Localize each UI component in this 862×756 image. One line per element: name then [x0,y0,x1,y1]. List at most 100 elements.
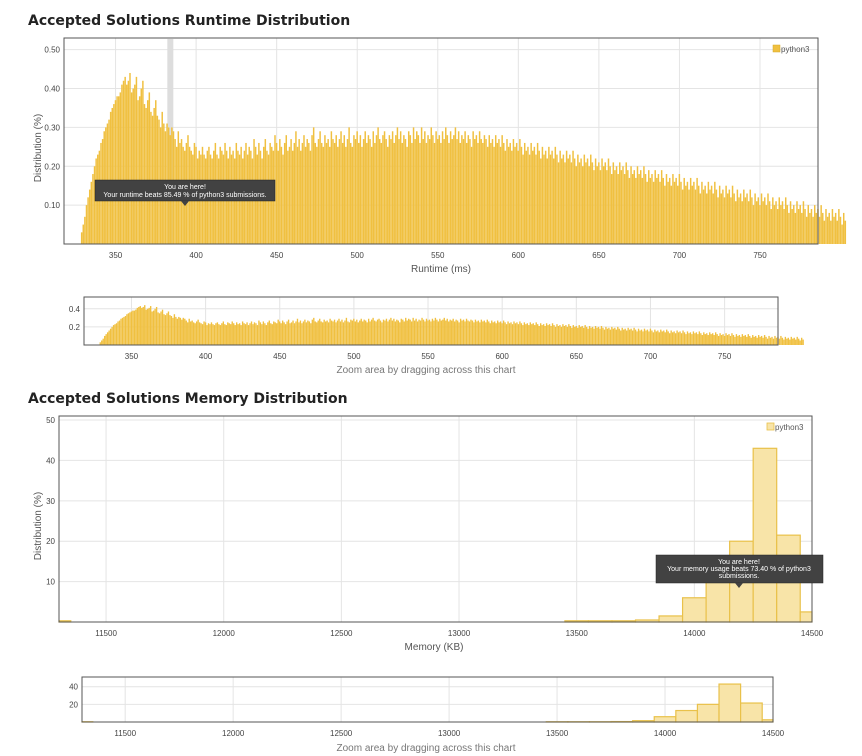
runtime-bar [285,135,288,244]
memory-zoom-bars[interactable] [81,683,774,723]
runtime-bar [670,330,672,345]
runtime-bar [475,135,478,244]
runtime-bar [525,150,528,244]
runtime-bar [304,319,306,345]
memory-x-ticks: 11500 12000 12500 13000 13500 14000 14500 [95,629,823,638]
runtime-bar [109,111,112,244]
runtime-bar [643,166,645,244]
runtime-chart-frame[interactable] [63,37,819,245]
runtime-bar [449,319,451,345]
runtime-bar [673,331,675,345]
runtime-bar [126,314,128,345]
runtime-bar [333,319,336,345]
runtime-bar [448,321,450,345]
runtime-bar [506,139,508,244]
runtime-zoom-bars[interactable] [99,305,804,345]
runtime-bar [677,332,680,345]
runtime-zoom-y-ticks: 0.2 0.4 [69,305,81,332]
runtime-bar [170,316,173,345]
runtime-bar [812,216,814,244]
runtime-bar [791,209,793,244]
memory-grid [59,416,813,622]
y-tick-label: 40 [69,683,78,692]
runtime-bar [166,313,168,345]
runtime-bar [332,139,334,244]
runtime-bar [243,323,245,345]
runtime-bar [419,142,421,244]
runtime-bar [704,334,706,345]
runtime-bar [530,142,532,244]
runtime-bar [679,331,681,345]
runtime-bar [102,338,104,345]
runtime-bar [732,335,735,345]
runtime-bar [134,84,136,244]
runtime-zoom-frame[interactable] [83,296,779,346]
runtime-bar [722,189,724,244]
runtime-bar [673,181,676,244]
runtime-section-title: Accepted Solutions Runtime Distribution [28,13,351,29]
runtime-bar [498,322,500,345]
runtime-bar [658,332,660,345]
runtime-bar [130,92,133,244]
runtime-bar [610,174,613,244]
runtime-bar [275,142,278,244]
runtime-bar [780,205,782,244]
runtime-bar [544,150,547,244]
runtime-bar [456,139,458,244]
runtime-bar [805,216,808,244]
runtime-bar [369,139,371,244]
runtime-bar [511,324,514,345]
runtime-bar [433,320,435,345]
runtime-bar [364,131,366,244]
runtime-bar [154,308,156,345]
runtime-bar [453,321,456,345]
runtime-bar [765,336,767,345]
runtime-bar [686,331,689,345]
runtime-bar [362,321,364,345]
runtime-bar [106,332,109,345]
runtime-bar [373,320,376,345]
memory-zoom-frame[interactable] [81,676,774,723]
runtime-bar [648,331,650,345]
runtime-bar [753,336,755,345]
runtime-bar [410,321,413,345]
runtime-bar [628,329,631,345]
memory-bars[interactable] [58,447,813,623]
runtime-bar [485,322,487,345]
x-tick-label: 13000 [448,629,471,638]
runtime-bar [372,317,374,345]
runtime-bar [681,189,684,244]
memory-x-axis-label: Memory (KB) [405,642,464,653]
runtime-bar [557,325,560,345]
runtime-bar [188,318,190,345]
runtime-bar [370,319,373,345]
runtime-bar [454,127,457,244]
runtime-bar [802,339,804,345]
runtime-bar [536,142,539,244]
x-tick-label: 650 [592,251,606,260]
runtime-bar [349,142,352,244]
runtime-bar [639,330,641,345]
runtime-bar [623,174,626,244]
runtime-bar [527,146,529,244]
runtime-bar [356,319,358,345]
runtime-bar [606,170,608,244]
runtime-bar [607,158,610,244]
runtime-bar [614,170,616,244]
runtime-bar [694,333,696,345]
runtime-bar [564,162,566,244]
runtime-bar [453,135,455,244]
runtime-bar [765,205,768,244]
runtime-bar [182,317,184,345]
runtime-bar [120,318,122,345]
runtime-bar [757,335,760,345]
runtime-bar [625,162,627,244]
memory-chart-frame[interactable] [58,415,813,623]
runtime-bar [639,170,642,244]
runtime-x-ticks: 350 400 450 500 550 600 650 700 750 [109,251,767,260]
y-tick-label: 0.50 [44,46,60,55]
runtime-bar [416,321,419,345]
runtime-bar [325,142,328,244]
runtime-bar [788,212,790,244]
runtime-bar [551,323,554,345]
